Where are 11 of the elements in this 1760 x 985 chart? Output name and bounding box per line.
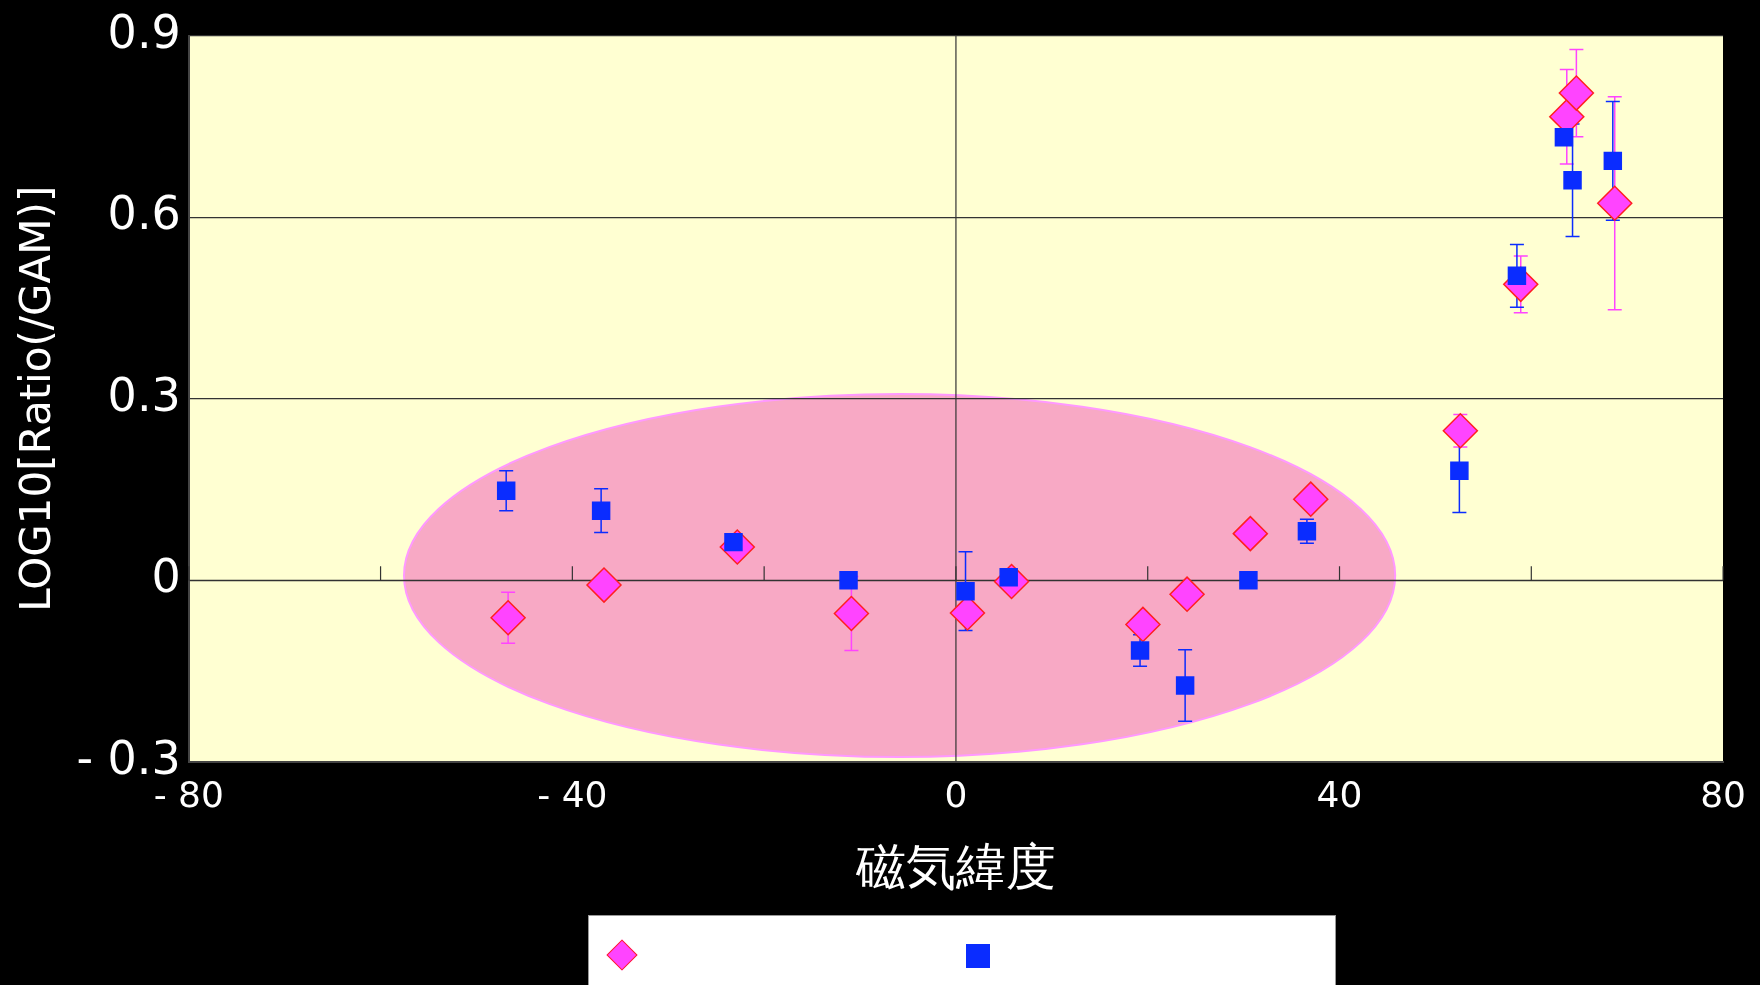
- y-axis-title: LOG10[Ratio(/GAM)]: [11, 185, 61, 612]
- y-tick-label: - 0.3: [76, 730, 181, 785]
- x-axis-title: 磁気緯度: [854, 837, 1056, 896]
- x-tick-label: 40: [1316, 773, 1363, 815]
- y-tick-label: 0.9: [107, 4, 181, 59]
- y-tick-label: 0.3: [107, 367, 181, 422]
- x-tick-label: 0: [944, 773, 968, 815]
- x-tick-label: 80: [1700, 773, 1746, 815]
- x-tick-label: - 40: [537, 773, 608, 815]
- y-tick-label: 0.6: [107, 186, 181, 241]
- y-tick-label: 0: [151, 549, 181, 604]
